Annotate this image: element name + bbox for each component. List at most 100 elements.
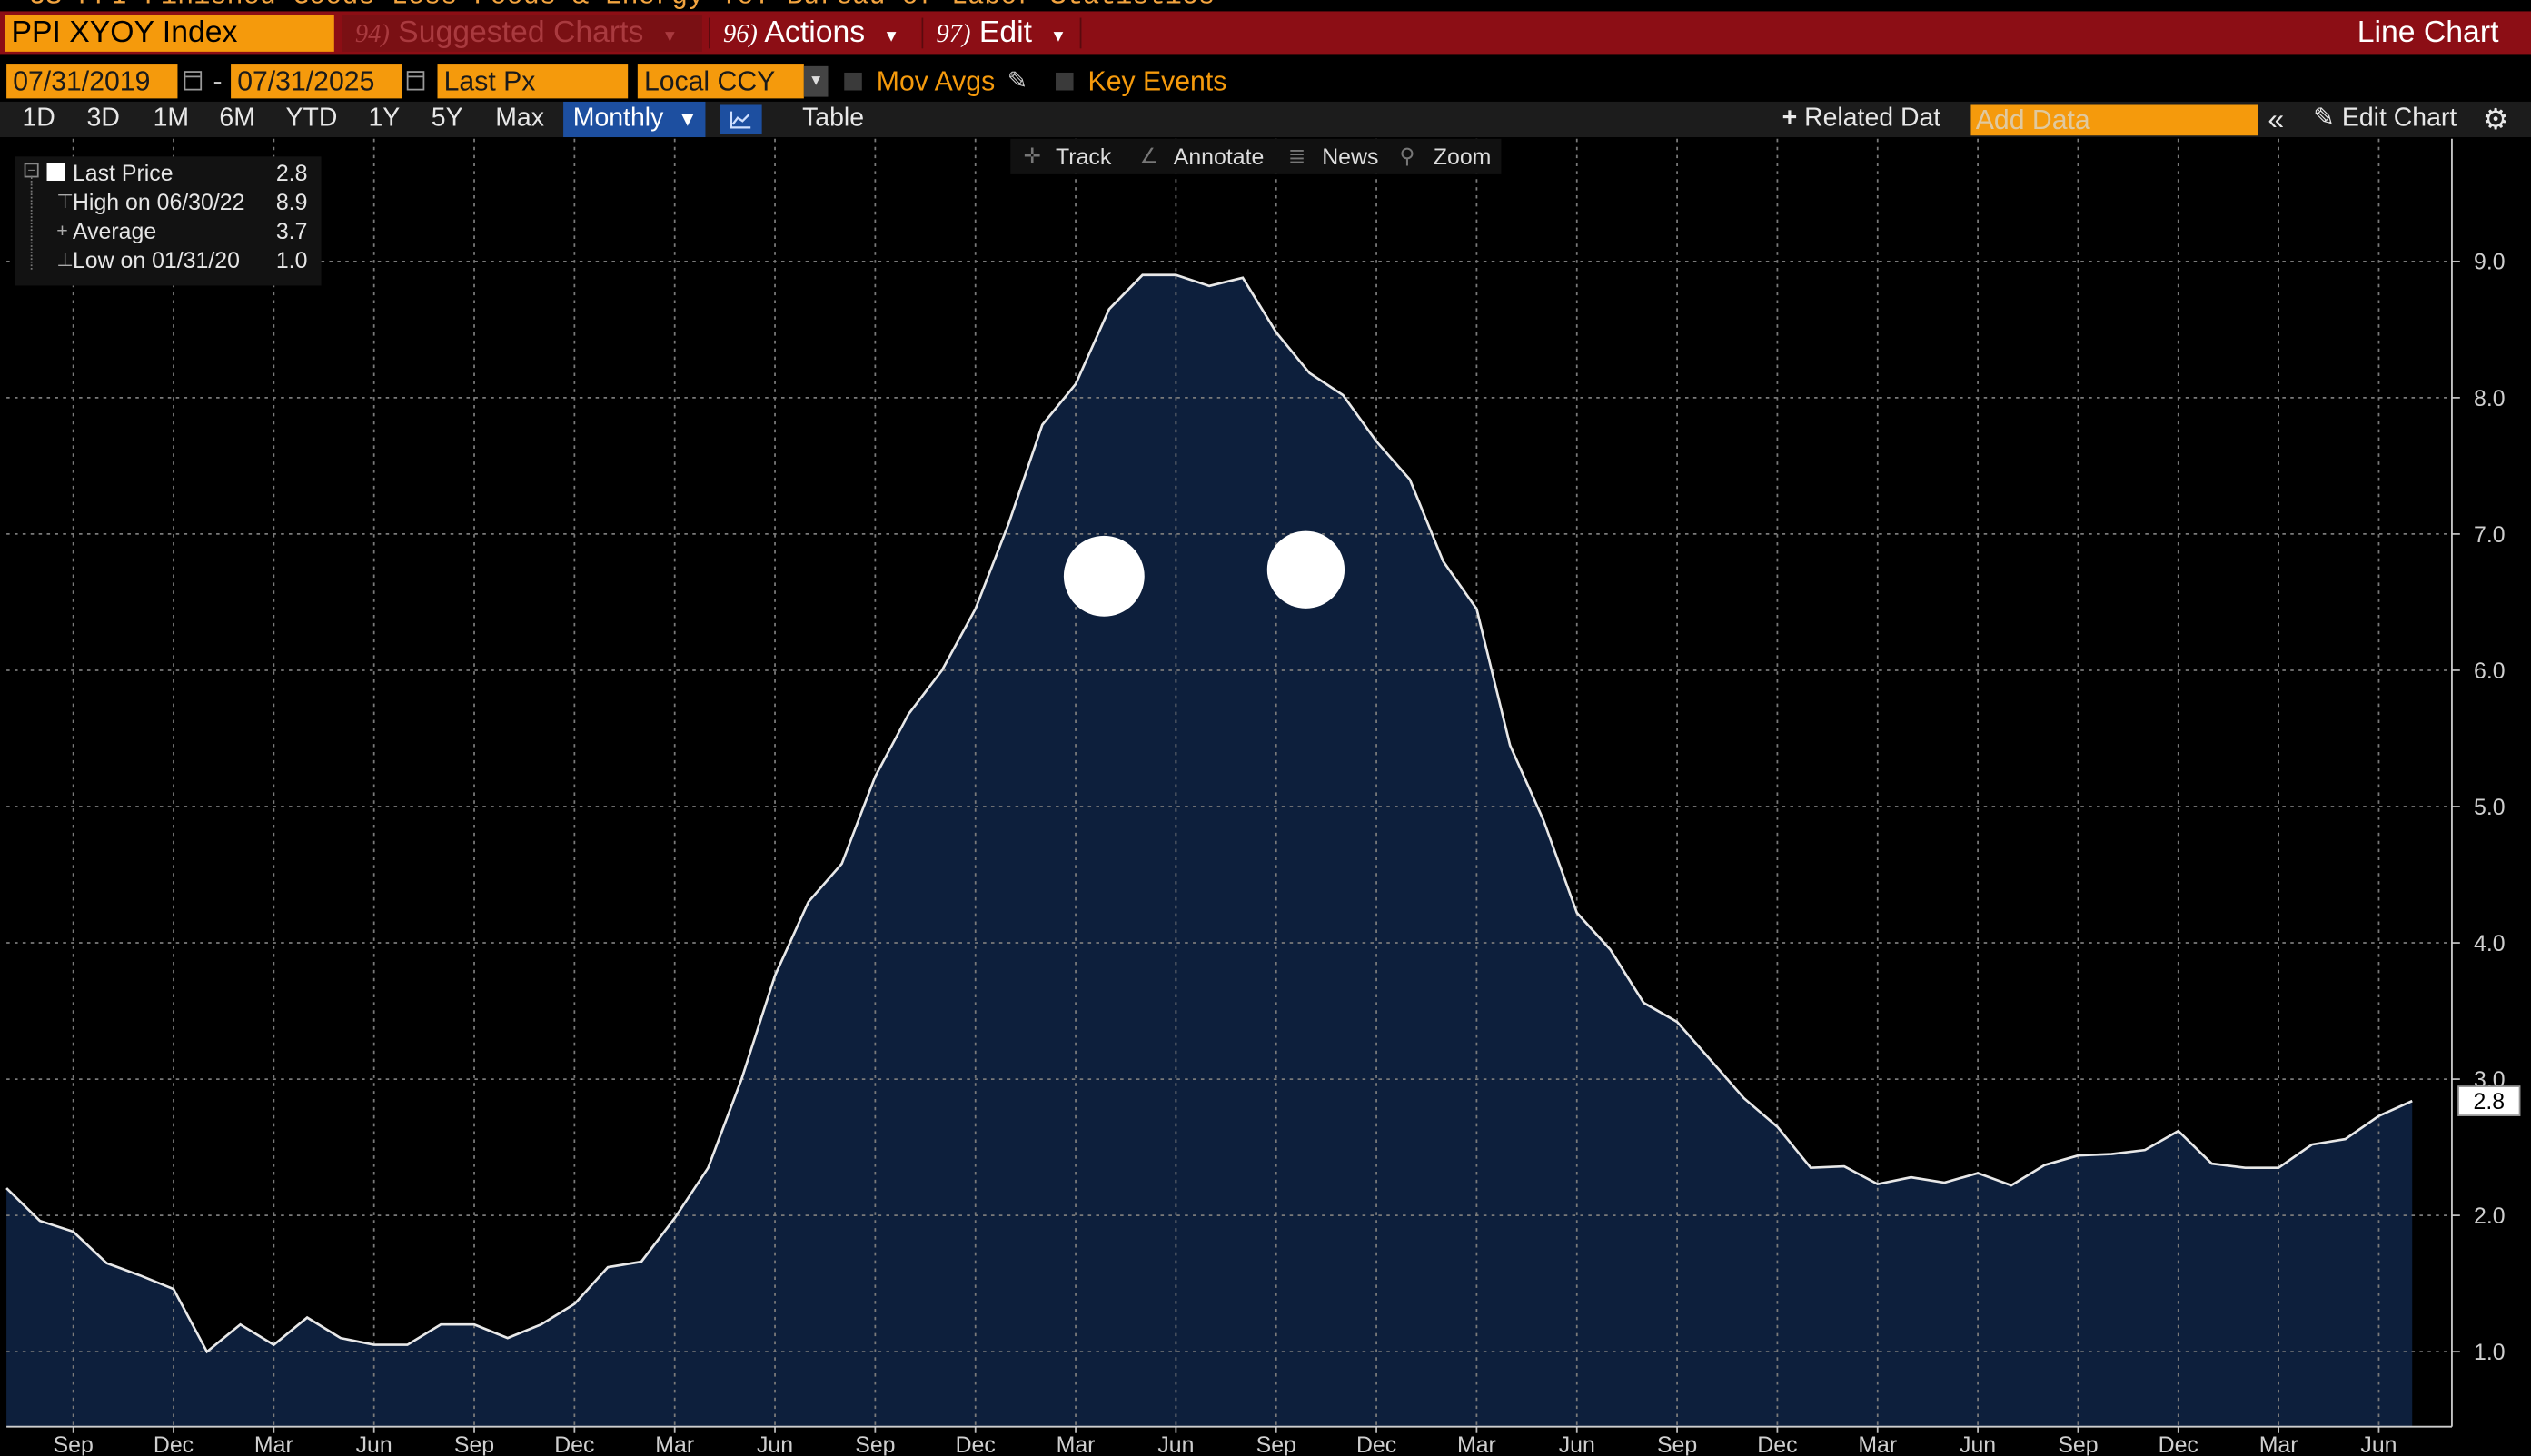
track-button[interactable]: Track — [1056, 144, 1112, 170]
chevron-down-icon: ▾ — [1053, 24, 1064, 47]
pen-icon: ∠ — [1139, 144, 1159, 168]
magnifier-icon: ⚲ — [1399, 144, 1415, 168]
timeframe-1y[interactable]: 1Y — [368, 104, 401, 133]
periodicity-dropdown[interactable]: Monthly ▼ — [563, 101, 706, 138]
edit-chart-button[interactable]: ✎ Edit Chart — [2313, 102, 2457, 137]
timeframe-6m[interactable]: 6M — [219, 104, 255, 133]
x-tick-label: Mar — [2259, 1432, 2298, 1456]
x-tick-label: Dec — [554, 1432, 594, 1456]
zoom-button[interactable]: Zoom — [1433, 144, 1492, 170]
triangle-down-icon: ▼ — [677, 106, 699, 131]
mov-avgs-checkbox[interactable] — [844, 72, 862, 91]
legend-high-value: 8.9 — [275, 188, 308, 215]
start-date-field[interactable]: 07/31/2019 — [6, 64, 178, 99]
divider — [921, 17, 924, 49]
key-events-checkbox[interactable] — [1056, 72, 1074, 91]
high-marker-icon: ⊤ — [56, 190, 74, 213]
x-tick-label: Sep — [54, 1432, 94, 1456]
y-tick-label: 9.0 — [2474, 250, 2506, 275]
x-tick-label: Jun — [1157, 1432, 1194, 1456]
legend-average-value: 3.7 — [275, 217, 308, 244]
chevron-down-icon: ▾ — [886, 24, 897, 47]
timeframe-max[interactable]: Max — [495, 104, 544, 133]
related-data-button[interactable]: + Related Dat — [1782, 102, 1941, 137]
x-tick-label: Mar — [1457, 1432, 1496, 1456]
news-button[interactable]: News — [1322, 144, 1379, 170]
timeframe-1m[interactable]: 1M — [153, 104, 190, 133]
edit-label: Edit — [978, 15, 1033, 51]
x-tick-label: Sep — [1256, 1432, 1296, 1456]
crosshair-icon: ✛ — [1023, 144, 1041, 168]
low-marker-icon: ⊥ — [56, 248, 74, 272]
end-date-field[interactable]: 07/31/2025 — [231, 64, 402, 99]
options-bar: 07/31/2019 - 07/31/2025 Last Px Local CC… — [0, 64, 2531, 100]
white-circle-left — [1063, 535, 1145, 617]
x-tick-label: Mar — [254, 1432, 293, 1456]
y-tick-label: 8.0 — [2474, 386, 2506, 411]
chart-legend: − Last Price 2.8 ⊤ High on 06/30/22 8.9 … — [14, 156, 322, 286]
x-tick-label: Dec — [1356, 1432, 1396, 1456]
calendar-icon[interactable] — [184, 71, 203, 91]
legend-average-label: Average — [72, 217, 157, 244]
x-tick-label: Jun — [356, 1432, 392, 1456]
chart-toolbar: ✛ Track ∠ Annotate ≣ News ⚲ Zoom — [1010, 138, 1502, 174]
legend-tree-line — [30, 175, 35, 270]
x-tick-label: Jun — [1559, 1432, 1595, 1456]
actions-label: Actions — [764, 15, 866, 51]
suggested-charts-label: Suggested Charts — [398, 15, 644, 51]
x-tick-label: Mar — [655, 1432, 694, 1456]
chart-title: US PPI Finished Goods Less Foods & Energ… — [29, 0, 1215, 11]
legend-high-label: High on 06/30/22 — [72, 188, 245, 215]
x-tick-label: Jun — [757, 1432, 793, 1456]
y-tick-label: 2.0 — [2474, 1203, 2506, 1229]
edit-chart-label: Edit Chart — [2341, 104, 2457, 133]
edit-menu-button[interactable]: 97) Edit ▾ — [923, 14, 1078, 52]
add-data-input[interactable] — [1970, 104, 2258, 136]
average-marker-icon: + — [56, 219, 68, 243]
timeframe-ytd[interactable]: YTD — [285, 104, 338, 133]
legend-last-price-label: Last Price — [72, 159, 174, 186]
series-swatch — [46, 163, 65, 182]
chevron-down-icon[interactable]: ▾ — [803, 65, 829, 97]
y-tick-label: 6.0 — [2474, 659, 2506, 684]
date-range-dash: - — [213, 65, 223, 97]
timeframe-1d[interactable]: 1D — [22, 104, 55, 133]
news-icon: ≣ — [1287, 144, 1306, 168]
x-tick-label: Dec — [956, 1432, 996, 1456]
x-tick-label: Sep — [2058, 1432, 2098, 1456]
gear-icon[interactable]: ⚙ — [2482, 103, 2509, 136]
key-events-label[interactable]: Key Events — [1087, 65, 1227, 97]
x-tick-label: Dec — [154, 1432, 194, 1456]
x-tick-label: Jun — [1960, 1432, 1996, 1456]
series-line — [5, 273, 2413, 1354]
legend-low-label: Low on 01/31/20 — [72, 246, 240, 273]
legend-low-value: 1.0 — [275, 246, 308, 273]
divider — [1079, 17, 1082, 49]
x-tick-label: Sep — [454, 1432, 494, 1456]
periodicity-label: Monthly — [572, 104, 664, 133]
table-tab[interactable]: Table — [802, 104, 865, 133]
field-selector[interactable]: Last Px — [437, 64, 629, 99]
double-chevron-left-icon[interactable]: « — [2268, 103, 2285, 136]
actions-menu-button[interactable]: 96) Actions ▾ — [710, 14, 920, 52]
currency-selector[interactable]: Local CCY — [637, 64, 804, 99]
calendar-icon[interactable] — [406, 71, 425, 91]
related-data-label: Related Dat — [1804, 104, 1941, 133]
chart-type-label[interactable]: Line Chart — [2357, 15, 2499, 51]
series-area — [6, 274, 2413, 1427]
divider — [709, 17, 710, 49]
annotate-button[interactable]: Annotate — [1173, 144, 1265, 170]
x-tick-label: Sep — [855, 1432, 895, 1456]
y-tick-label: 5.0 — [2474, 795, 2506, 820]
pencil-icon[interactable]: ✎ — [1007, 67, 1028, 95]
pencil-icon: ✎ — [2313, 104, 2335, 133]
line-chart-icon[interactable] — [720, 104, 762, 134]
suggested-charts-button[interactable]: 94) Suggested Charts ▾ — [342, 14, 702, 52]
y-tick-label: 1.0 — [2474, 1340, 2506, 1365]
timeframe-5y[interactable]: 5Y — [431, 104, 463, 133]
ticker-field[interactable]: PPI XYOY Index — [5, 14, 334, 52]
mov-avgs-label[interactable]: Mov Avgs — [876, 65, 996, 97]
x-tick-label: Mar — [1057, 1432, 1096, 1456]
timeframe-3d[interactable]: 3D — [86, 104, 120, 133]
